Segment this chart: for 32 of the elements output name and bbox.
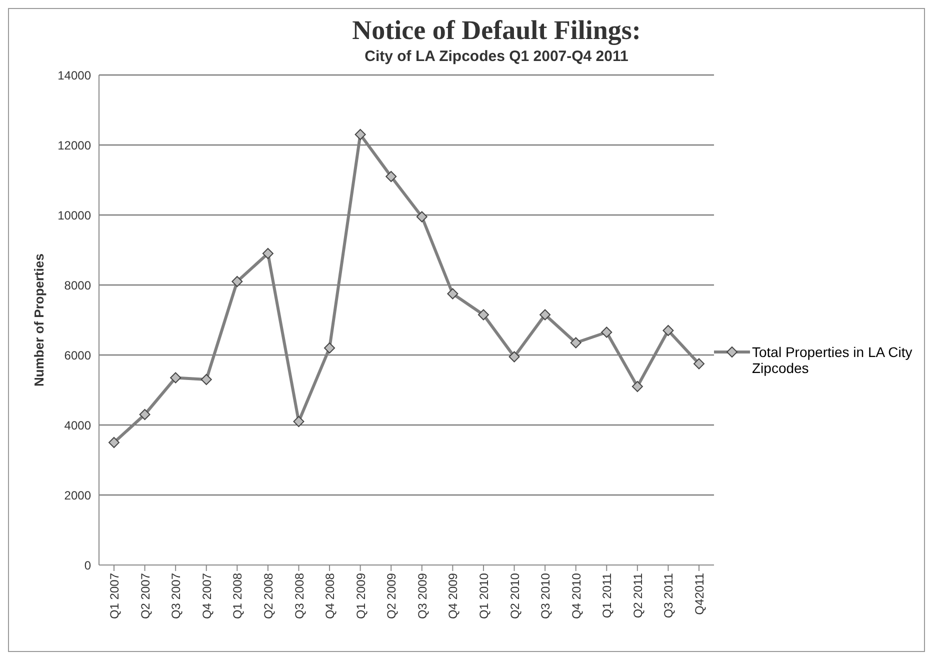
y-tick-label: 10000	[58, 208, 92, 222]
x-tick-label: Q4 2010	[569, 572, 584, 620]
x-tick-label: Q3 2008	[292, 572, 306, 620]
x-tick-label: Q2 2007	[138, 572, 152, 620]
x-tick-label: Q3 2010	[538, 572, 553, 620]
chart-subtitle: City of LA Zipcodes Q1 2007-Q4 2011	[364, 48, 630, 65]
x-tick-label: Q1 2008	[230, 572, 245, 620]
y-tick-label: 2000	[64, 488, 92, 502]
y-tick-label: 4000	[64, 418, 92, 432]
x-tick-label: Q3 2007	[169, 572, 184, 620]
x-tick-label: Q2 2009	[384, 572, 399, 620]
x-tick-label: Q1 2007	[108, 572, 122, 620]
y-tick-label: 14000	[58, 68, 92, 82]
x-tick-label: Q2 2010	[508, 572, 522, 620]
x-tick-label: Q2 2008	[261, 572, 276, 620]
y-tick-label: 12000	[58, 138, 92, 152]
x-tick-label: Q2 2011	[630, 572, 645, 618]
x-tick-label: Q4 2007	[200, 572, 214, 620]
x-tick-label: Q4 2008	[323, 572, 338, 620]
chart-title: Notice of Default Filings:	[351, 15, 642, 46]
x-tick-label: Q1 2010	[476, 572, 491, 620]
x-tick-label: Q4 2009	[446, 572, 460, 620]
x-tick-label: Q3 2011	[662, 572, 676, 618]
legend-label: Total Properties in LA City Zipcodes	[752, 344, 914, 376]
x-tick-label: Q42011	[692, 572, 707, 615]
y-axis-title: Number of Properties	[32, 254, 47, 386]
x-tick-label: Q3 2009	[415, 572, 430, 620]
y-tick-label: 8000	[64, 278, 92, 292]
x-tick-label: Q1 2011	[600, 572, 614, 618]
x-tick-label: Q1 2009	[354, 572, 368, 620]
y-tick-label: 0	[84, 558, 92, 572]
y-tick-label: 6000	[64, 348, 92, 362]
